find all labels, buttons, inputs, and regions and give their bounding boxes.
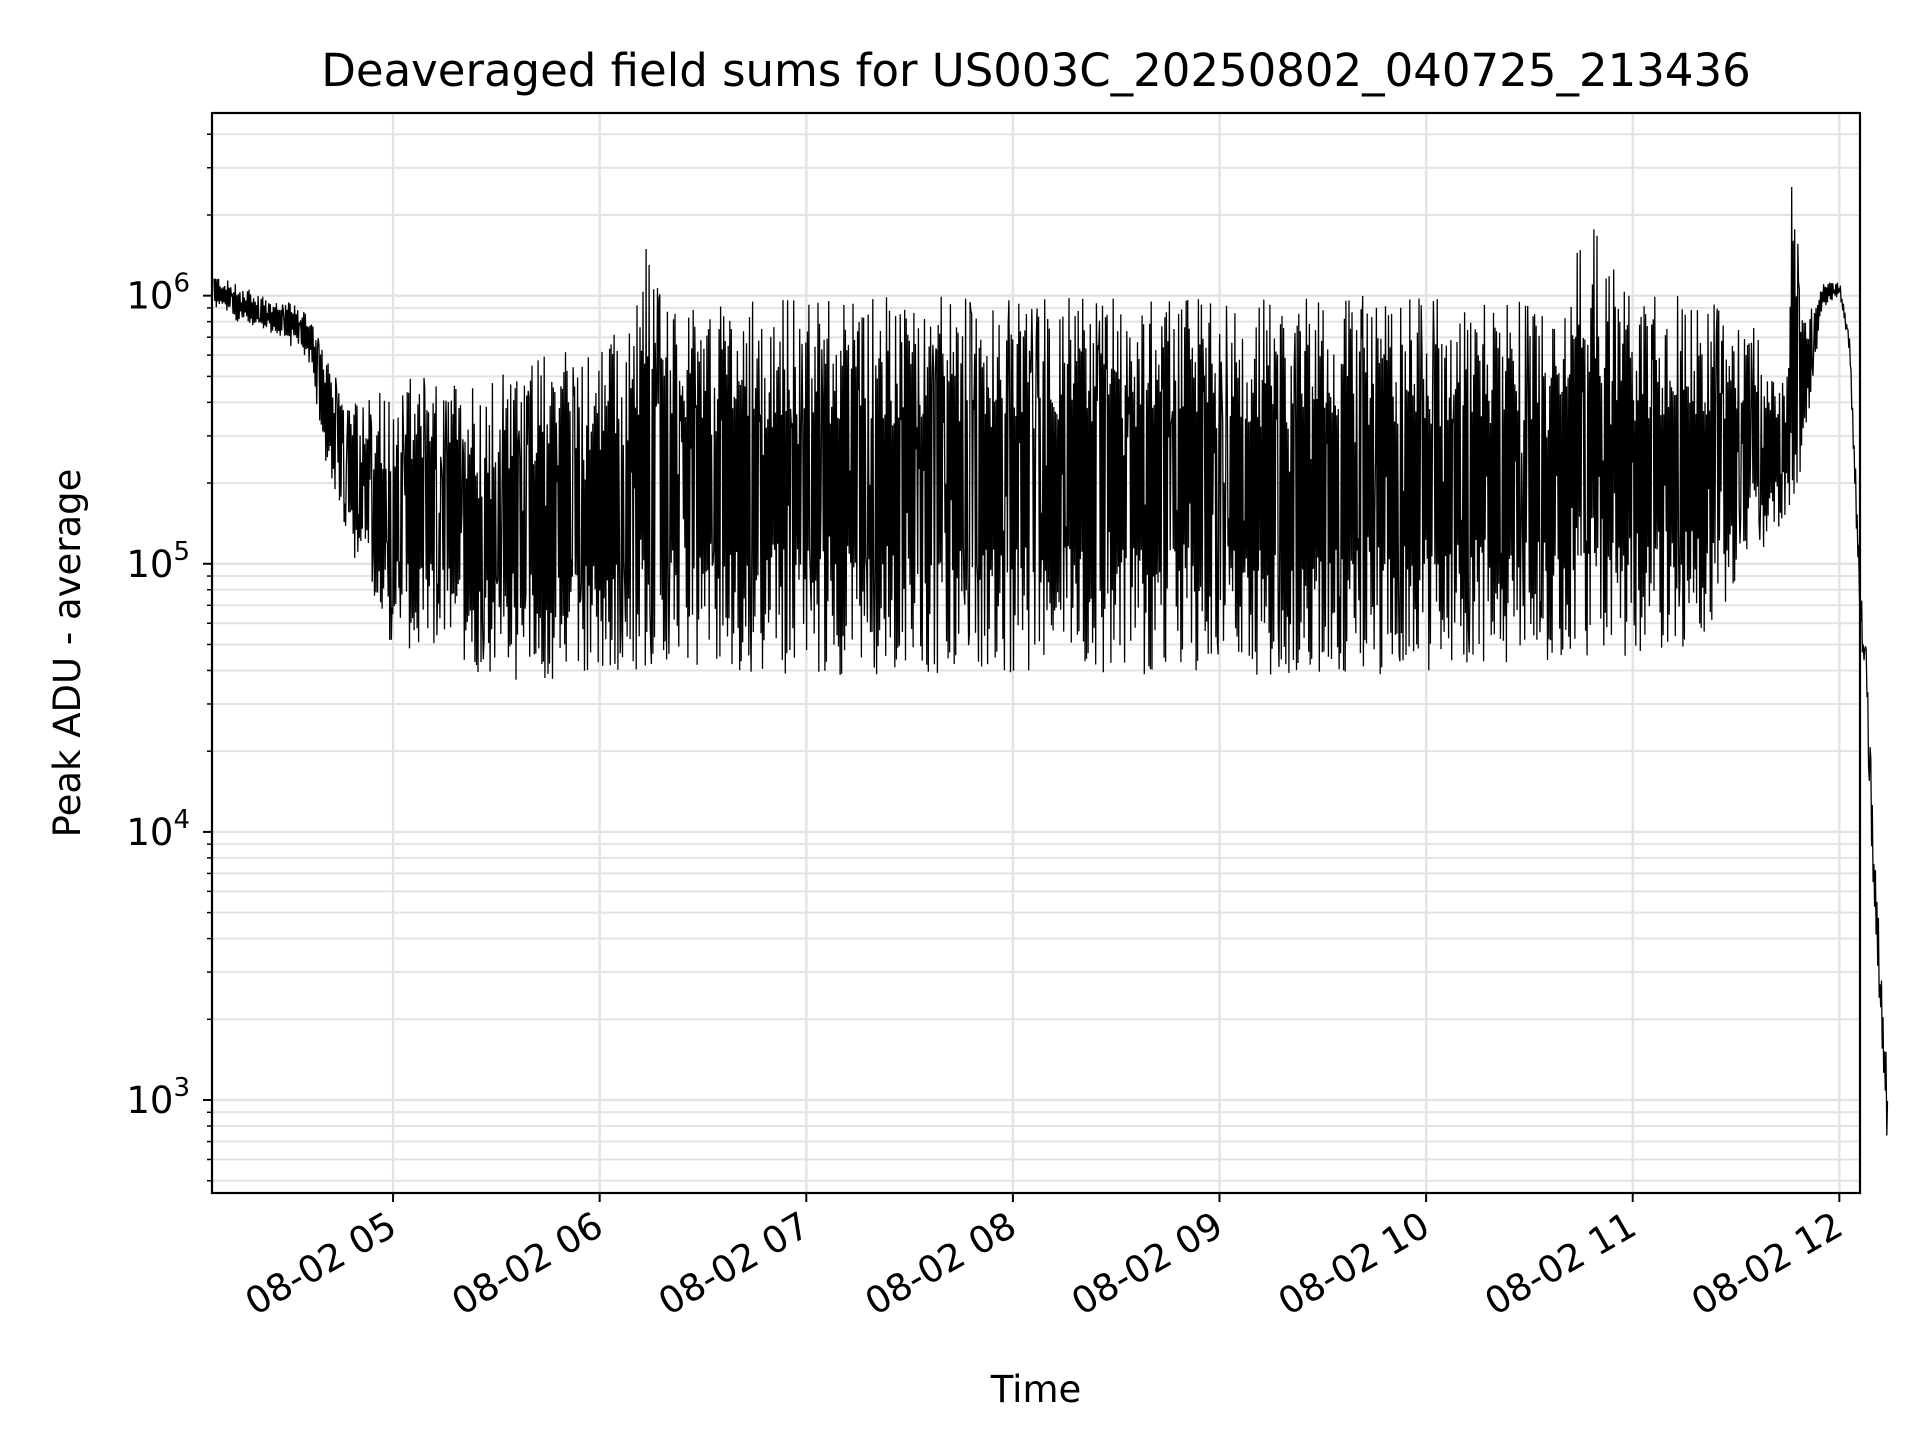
axis-ticks xyxy=(203,133,1841,1202)
y-tick-label: 103 xyxy=(126,1073,190,1122)
y-tick-label: 106 xyxy=(126,269,190,318)
plot-frame xyxy=(210,111,1862,1195)
y-tick-label: 105 xyxy=(126,537,190,586)
x-axis-label: Time xyxy=(990,1368,1082,1411)
series-line xyxy=(213,186,1889,1136)
chart-title: Deaveraged field sums for US003C_2025080… xyxy=(321,44,1750,97)
y-tick-label: 104 xyxy=(126,805,190,854)
y-axis-label: Peak ADU - average xyxy=(46,469,89,838)
series-area xyxy=(213,186,1889,1136)
